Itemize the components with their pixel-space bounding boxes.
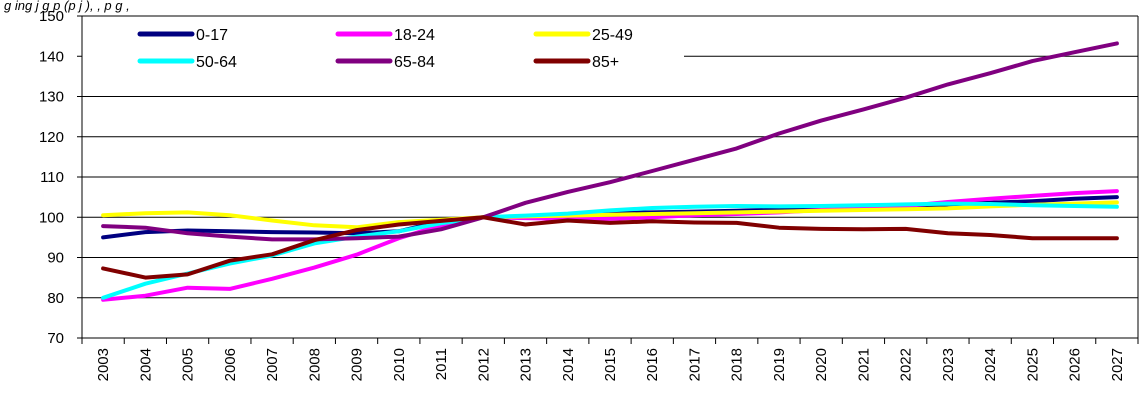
- y-tick-label: 100: [39, 209, 64, 226]
- x-tick-label: 2003: [95, 348, 112, 381]
- x-tick-label: 2008: [306, 348, 323, 381]
- legend: 0-17 18-24 25-49 50-64 65-84 85+: [137, 27, 633, 71]
- x-tick-label: 2021: [855, 348, 872, 381]
- x-tick-label: 2013: [518, 348, 535, 381]
- legend-label: 65-84: [394, 54, 435, 71]
- legend-label: 18-24: [394, 27, 435, 44]
- y-tick-label: 130: [39, 89, 64, 106]
- y-tick-label: 120: [39, 129, 64, 146]
- x-tick-label: 2010: [391, 348, 408, 381]
- x-tick-label: 2022: [898, 348, 915, 381]
- x-tick-label: 2005: [180, 348, 197, 381]
- x-tick-label: 2009: [349, 348, 366, 381]
- x-tick-label: 2027: [1109, 348, 1126, 381]
- y-tick-label: 90: [47, 250, 64, 267]
- series-lines: [101, 41, 1119, 302]
- x-tick-label: 2026: [1067, 348, 1084, 381]
- x-tick-label: 2018: [729, 348, 746, 381]
- caption-text: g ing j g p (p j ), , p g ,: [4, 0, 130, 13]
- y-tick-label: 110: [40, 169, 64, 186]
- x-tick-label: 2014: [560, 348, 577, 381]
- series-line-85+: [101, 215, 1119, 280]
- legend-label: 25-49: [592, 27, 633, 44]
- x-tick-label: 2015: [602, 348, 619, 381]
- x-tick-label: 2004: [137, 348, 154, 381]
- x-tick-label: 2016: [644, 348, 661, 381]
- y-tick-label: 80: [47, 290, 64, 307]
- x-tick-label: 2020: [813, 348, 830, 381]
- x-tick-label: 2007: [264, 348, 281, 381]
- x-tick-label: 2017: [686, 348, 703, 381]
- series-line-25-49: [101, 200, 1119, 230]
- x-tick-label: 2025: [1024, 348, 1041, 381]
- x-tick-labels: 2003 2004 2005 2006 2007 2008 2009 2010 2011 2012…: [95, 348, 1126, 381]
- series-line-65-84: [101, 41, 1119, 242]
- axes: [77, 15, 1139, 344]
- y-tick-label: 140: [39, 48, 64, 65]
- x-tick-label: 2012: [475, 348, 492, 381]
- legend-label: 0-17: [196, 27, 228, 44]
- x-tick-label: 2019: [771, 348, 788, 381]
- y-tick-label: 70: [47, 330, 64, 347]
- x-tick-label: 2023: [940, 348, 957, 381]
- x-tick-label: 2006: [222, 348, 239, 381]
- y-tick-label: 150: [39, 8, 64, 25]
- legend-label: 50-64: [196, 54, 237, 71]
- legend-label: 85+: [592, 54, 619, 71]
- x-tick-label: 2011: [433, 348, 450, 380]
- x-tick-label: 2024: [982, 348, 999, 381]
- y-tick-labels: 70 80 90 100 110 120 130 140 150: [39, 8, 64, 347]
